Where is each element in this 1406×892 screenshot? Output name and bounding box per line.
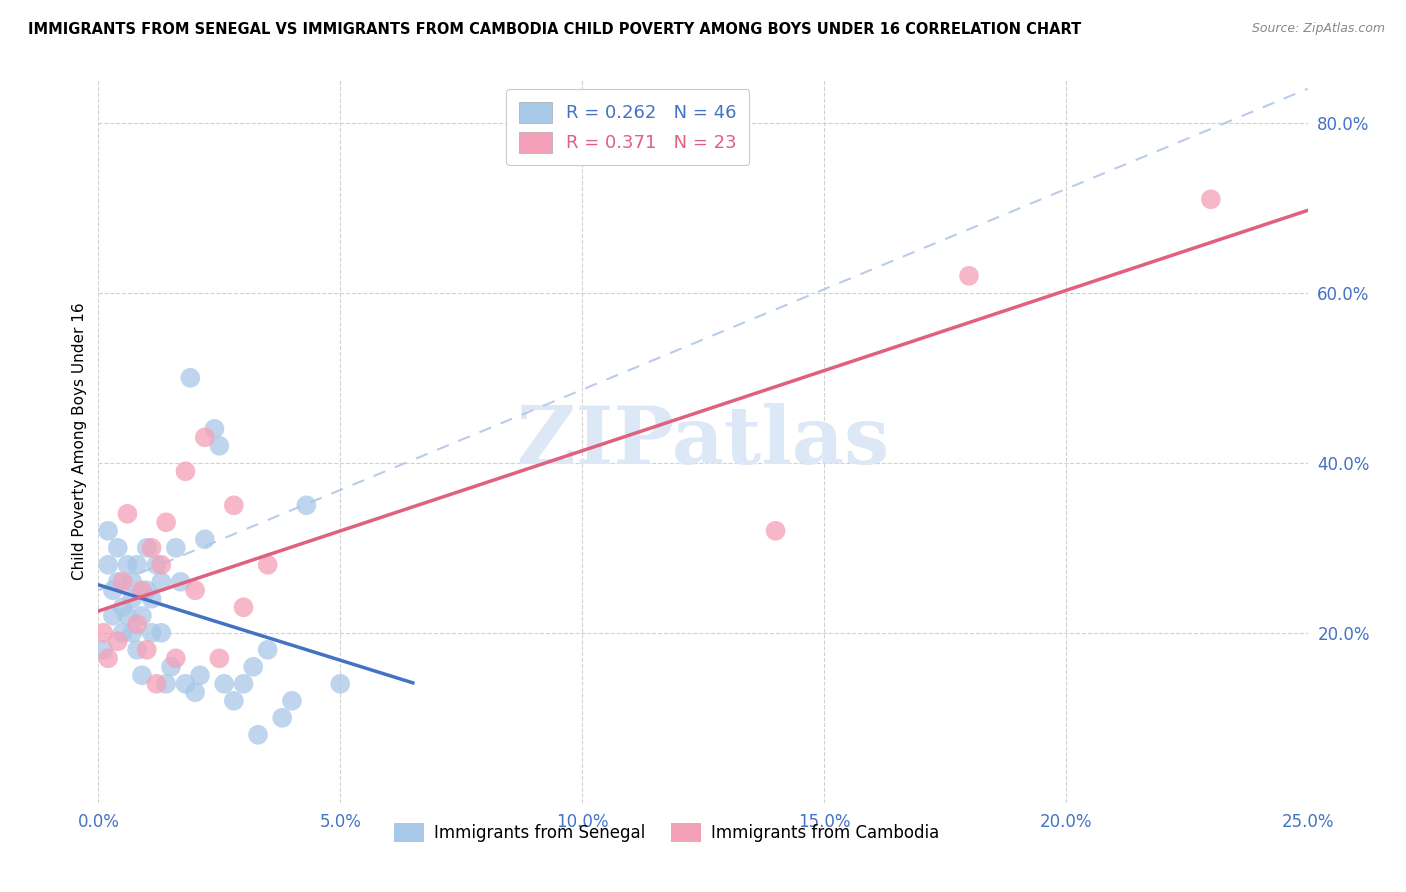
Point xyxy=(107,574,129,589)
Point xyxy=(247,728,270,742)
Point xyxy=(194,430,217,444)
Point xyxy=(127,558,149,572)
Point xyxy=(295,498,318,512)
Point xyxy=(329,677,352,691)
Point xyxy=(242,660,264,674)
Point xyxy=(117,608,139,623)
Point xyxy=(179,371,201,385)
Point xyxy=(256,558,278,572)
Point xyxy=(150,558,173,572)
Point xyxy=(121,625,143,640)
Legend: Immigrants from Senegal, Immigrants from Cambodia: Immigrants from Senegal, Immigrants from… xyxy=(388,816,946,848)
Point xyxy=(97,558,120,572)
Point xyxy=(111,600,134,615)
Point xyxy=(208,439,231,453)
Point xyxy=(204,422,226,436)
Point xyxy=(155,677,177,691)
Point xyxy=(256,642,278,657)
Point xyxy=(1199,192,1222,206)
Point xyxy=(184,685,207,699)
Point xyxy=(121,591,143,606)
Point xyxy=(117,558,139,572)
Point xyxy=(165,651,187,665)
Point xyxy=(101,608,124,623)
Point xyxy=(232,677,254,691)
Point xyxy=(160,660,183,674)
Point xyxy=(91,642,114,657)
Point xyxy=(184,583,207,598)
Point xyxy=(107,541,129,555)
Point xyxy=(194,533,217,547)
Point xyxy=(135,642,157,657)
Point xyxy=(165,541,187,555)
Point xyxy=(91,625,114,640)
Point xyxy=(111,625,134,640)
Point xyxy=(145,558,167,572)
Text: Source: ZipAtlas.com: Source: ZipAtlas.com xyxy=(1251,22,1385,36)
Point xyxy=(281,694,304,708)
Point xyxy=(150,574,173,589)
Point xyxy=(107,634,129,648)
Point xyxy=(222,498,245,512)
Point xyxy=(131,668,153,682)
Point xyxy=(188,668,211,682)
Point xyxy=(127,617,149,632)
Point xyxy=(271,711,294,725)
Point xyxy=(141,591,163,606)
Point xyxy=(135,583,157,598)
Point xyxy=(169,574,191,589)
Point xyxy=(111,574,134,589)
Point xyxy=(155,516,177,530)
Point xyxy=(232,600,254,615)
Text: ZIPatlas: ZIPatlas xyxy=(517,402,889,481)
Point xyxy=(101,583,124,598)
Point xyxy=(174,464,197,478)
Point xyxy=(174,677,197,691)
Point xyxy=(135,541,157,555)
Point xyxy=(117,507,139,521)
Point xyxy=(97,524,120,538)
Text: IMMIGRANTS FROM SENEGAL VS IMMIGRANTS FROM CAMBODIA CHILD POVERTY AMONG BOYS UND: IMMIGRANTS FROM SENEGAL VS IMMIGRANTS FR… xyxy=(28,22,1081,37)
Point xyxy=(957,268,980,283)
Point xyxy=(131,608,153,623)
Point xyxy=(145,677,167,691)
Y-axis label: Child Poverty Among Boys Under 16: Child Poverty Among Boys Under 16 xyxy=(72,302,87,581)
Point xyxy=(765,524,787,538)
Point xyxy=(97,651,120,665)
Point xyxy=(131,583,153,598)
Point xyxy=(127,642,149,657)
Point xyxy=(150,625,173,640)
Point xyxy=(121,574,143,589)
Point xyxy=(212,677,235,691)
Point xyxy=(141,541,163,555)
Point xyxy=(141,625,163,640)
Point xyxy=(208,651,231,665)
Point xyxy=(222,694,245,708)
